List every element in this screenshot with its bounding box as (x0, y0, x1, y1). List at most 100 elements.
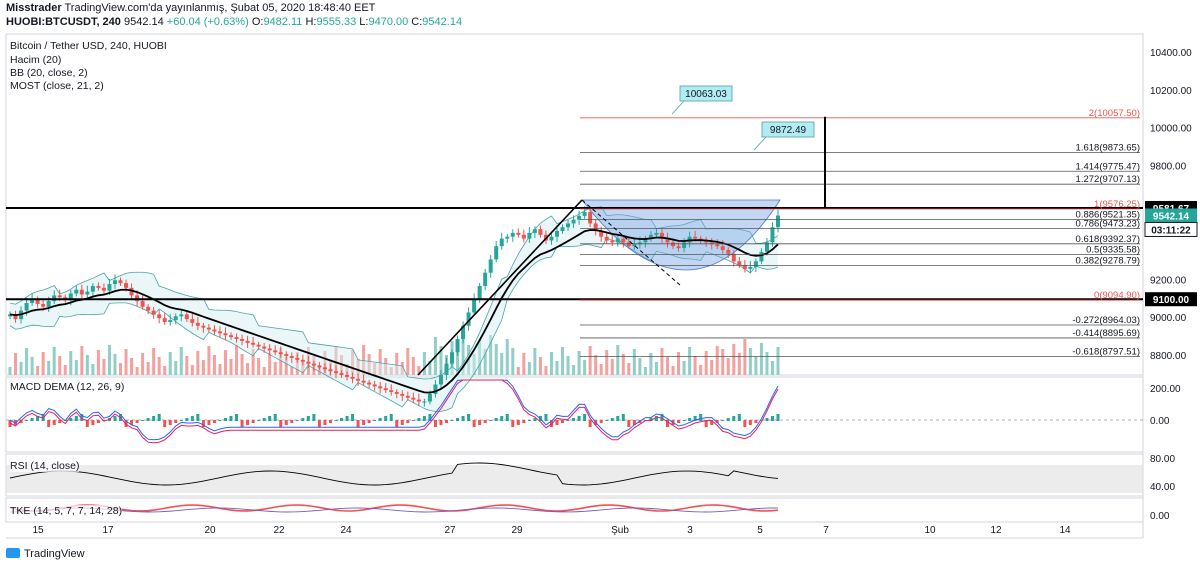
candle-body (339, 373, 344, 375)
fib-level-label: 0.5(9335.58) (1086, 245, 1140, 256)
macd-histogram-bar (688, 418, 692, 421)
macd-histogram-bar (461, 416, 465, 421)
volume-bar (500, 353, 504, 375)
candle-body (615, 238, 620, 243)
time-tick-label: 5 (757, 525, 763, 536)
candle (322, 363, 327, 373)
macd-histogram-bar (223, 418, 227, 421)
candle (112, 274, 117, 290)
callout-pointer (671, 100, 685, 115)
candle-body (422, 401, 427, 403)
time-tick-label: 29 (511, 525, 523, 536)
candle (383, 383, 388, 393)
macd-histogram-bar (74, 416, 78, 421)
volume-bar (516, 367, 520, 375)
volume-bar (240, 354, 244, 375)
macd-histogram-bar (765, 418, 769, 421)
candle-body (306, 361, 311, 364)
macd-histogram-bar (301, 418, 305, 421)
macd-histogram-bar (284, 420, 288, 425)
macd-histogram-bar (257, 420, 261, 421)
rsi-title[interactable]: RSI (14, close) (10, 460, 80, 472)
volume-bar (19, 362, 23, 375)
macd-histogram-bar (251, 420, 255, 423)
tke-line (9, 504, 779, 512)
volume-bar (102, 359, 106, 375)
candle-body (284, 354, 289, 357)
time-tick-label: 12 (990, 525, 1002, 536)
tke-title[interactable]: TKE (14, 5, 7, 7, 14, 28) (10, 505, 123, 517)
candle (378, 382, 383, 394)
callout-box (761, 121, 815, 138)
macd-histogram-bar (36, 416, 40, 421)
legend-most[interactable]: MOST (close, 21, 2) (10, 80, 104, 92)
macd-histogram-bar (627, 420, 631, 427)
macd-histogram-bar (113, 416, 117, 421)
legend-volume[interactable]: Hacim (20) (10, 54, 62, 66)
candle (190, 313, 195, 327)
candle-body (361, 380, 366, 383)
legend-bb[interactable]: BB (20, close, 2) (10, 67, 88, 79)
macd-title[interactable]: MACD DEMA (12, 26, 9) (10, 381, 125, 393)
volume-bar (107, 345, 111, 375)
macd-histogram-bar (422, 416, 426, 421)
candle-body (107, 284, 112, 291)
candle (168, 314, 173, 326)
volume-bar (759, 343, 763, 375)
volume-bar (25, 348, 29, 375)
volume-bar (748, 348, 752, 375)
macd-histogram-bar (25, 420, 29, 421)
volume-bar (572, 365, 576, 375)
candle (704, 236, 709, 247)
candle-body (168, 320, 173, 322)
macd-histogram-bar (754, 420, 758, 423)
volume-bar (643, 367, 647, 375)
candle-body (389, 390, 394, 393)
volume-bar (417, 366, 421, 375)
candle (245, 335, 250, 348)
volume-bar (113, 354, 117, 375)
macd-histogram-bar (146, 418, 150, 421)
fib-level-label: -0.618(8797.51) (1072, 347, 1140, 358)
volume-bar (627, 363, 631, 375)
macd-histogram-bar (273, 414, 277, 421)
volume-bar (577, 351, 581, 375)
candle-body (621, 238, 626, 243)
candle-body (240, 339, 245, 341)
candle-body (427, 393, 432, 402)
macd-histogram-bar (328, 420, 332, 423)
author-name[interactable]: Misstrader (6, 2, 62, 14)
time-tick-label: 20 (204, 525, 216, 536)
candle-body (184, 314, 189, 320)
candle-body (742, 265, 747, 269)
symbol-label[interactable]: HUOBI:BTCUSDT, 240 (6, 16, 121, 28)
candle-body (488, 259, 493, 273)
volume-bar (185, 356, 189, 375)
candle (240, 334, 245, 346)
candle (389, 384, 394, 396)
candle (577, 210, 582, 225)
time-tick-label: 22 (273, 525, 285, 536)
candle-body (35, 299, 40, 304)
volume-bar (8, 367, 12, 375)
volume-bar (704, 351, 708, 375)
volume-bar (649, 353, 653, 375)
fib-level-label: 0(9094.90) (1094, 290, 1140, 301)
macd-histogram-bar (726, 418, 730, 421)
candle-body (770, 227, 775, 243)
macd-histogram-bar (262, 418, 266, 421)
candle (516, 228, 521, 238)
macd-histogram-bar (693, 416, 697, 421)
volume-bar (284, 357, 288, 375)
volume-bar (660, 348, 664, 375)
macd-histogram-bar (588, 420, 592, 427)
candle-body (676, 246, 681, 249)
macd-histogram-bar (704, 420, 708, 427)
volume-bar (737, 353, 741, 375)
tradingview-logo[interactable]: TradingView (6, 548, 85, 560)
volume-bar (14, 353, 18, 375)
volume-bar (41, 352, 45, 375)
close-value: 9542.14 (422, 16, 463, 28)
macd-histogram-bar (732, 416, 736, 421)
